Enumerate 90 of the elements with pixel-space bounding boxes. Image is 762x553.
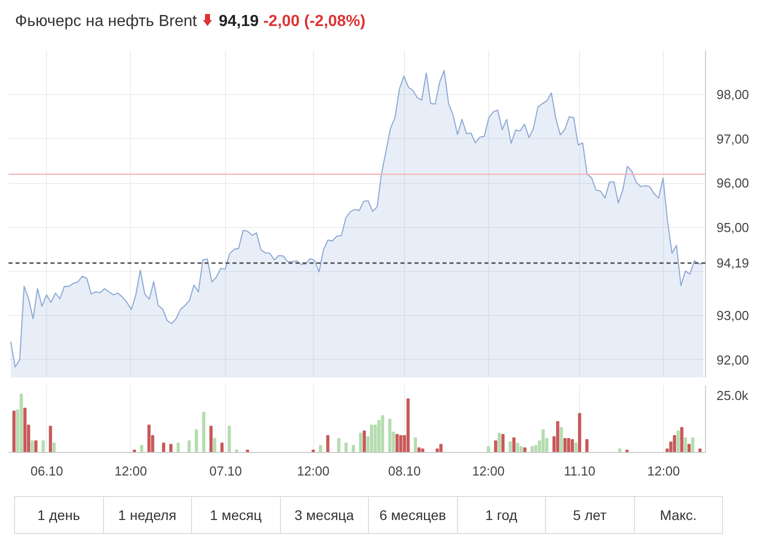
- bar: [563, 438, 567, 452]
- bar: [312, 450, 315, 452]
- bar: [20, 394, 23, 452]
- bar: [414, 437, 417, 452]
- bar: [399, 435, 402, 452]
- bar: [359, 432, 362, 452]
- x-tick-label: 12:00: [296, 464, 330, 478]
- text: 1 неделя: [102, 496, 192, 534]
- bar: [176, 442, 180, 452]
- bar: [352, 445, 355, 452]
- bar: [388, 418, 392, 452]
- bar: [567, 438, 570, 452]
- bar: [30, 440, 34, 452]
- bar: [508, 442, 512, 452]
- bar: [34, 440, 38, 452]
- bar: [494, 440, 498, 452]
- bar: [520, 446, 523, 452]
- bar: [530, 446, 534, 452]
- bar: [512, 437, 516, 452]
- bar: [516, 442, 520, 452]
- bar: [380, 415, 384, 452]
- bar: [618, 448, 622, 452]
- bar: [202, 412, 206, 452]
- bar: [556, 421, 560, 452]
- bar: [684, 437, 688, 452]
- bar: [578, 412, 582, 452]
- bar: [486, 446, 490, 452]
- bar: [691, 437, 694, 452]
- bar: [560, 426, 563, 452]
- y-tick-label: 95,00: [716, 220, 750, 235]
- bar: [162, 442, 166, 452]
- bar: [585, 439, 588, 452]
- bar: [220, 442, 224, 452]
- bar: [23, 408, 27, 452]
- bar: [370, 424, 374, 452]
- text: 3 месяца: [280, 496, 369, 534]
- bar: [344, 442, 348, 452]
- bar: [147, 424, 151, 452]
- bar: [377, 420, 380, 452]
- bar: [209, 426, 213, 452]
- y-tick-label: 96,00: [716, 176, 750, 191]
- x-tick-label: 12:00: [472, 464, 505, 478]
- y-tick-label: 92,00: [716, 352, 750, 368]
- bar: [213, 438, 216, 452]
- text: 1 год: [456, 496, 546, 534]
- text: 5 лет: [545, 496, 634, 534]
- bar: [194, 429, 198, 452]
- bar: [574, 442, 578, 452]
- bar: [188, 440, 191, 452]
- bar: [42, 440, 45, 452]
- x-tick-label: 12:00: [647, 464, 680, 478]
- y-tick-label: 93,00: [716, 308, 750, 324]
- bar: [439, 444, 443, 452]
- bar: [680, 426, 684, 452]
- bar: [687, 444, 691, 452]
- bar: [501, 434, 505, 452]
- text: 94,19: [218, 13, 259, 30]
- bar: [48, 426, 52, 452]
- bar: [396, 434, 399, 452]
- bar: [498, 432, 501, 452]
- bar: [12, 410, 16, 452]
- x-tick-label: 06.10: [30, 464, 64, 478]
- bar: [362, 430, 366, 452]
- bar: [52, 442, 56, 452]
- bar: [570, 439, 574, 452]
- bar: [228, 426, 231, 452]
- bar: [318, 445, 322, 452]
- text: -2,00 (-2,08%): [263, 13, 366, 30]
- bar: [406, 398, 410, 452]
- chart-title: Фьючерс на нефть Brent: [15, 13, 197, 30]
- ref-line-label: 94,19: [716, 256, 750, 271]
- x-tick-label: 07.10: [209, 464, 242, 478]
- text: 1 день: [14, 496, 104, 534]
- bar: [140, 445, 144, 452]
- x-tick-label: 08.10: [388, 464, 421, 478]
- bar: [676, 430, 680, 452]
- text: 1 месяц: [191, 496, 280, 534]
- bar: [421, 448, 424, 452]
- bar: [672, 435, 676, 452]
- x-tick-label: 11.10: [564, 464, 596, 478]
- bar: [326, 435, 330, 452]
- bar: [337, 438, 340, 452]
- text: Макс.: [634, 496, 723, 534]
- y-tick-label: 98,00: [716, 87, 750, 102]
- bar: [169, 444, 172, 452]
- y-tick-label: 97,00: [716, 131, 750, 146]
- text: 25.0k: [716, 388, 749, 404]
- text: 6 месяцев: [368, 496, 458, 534]
- x-tick-label: 12:00: [114, 464, 148, 478]
- bar: [542, 429, 545, 452]
